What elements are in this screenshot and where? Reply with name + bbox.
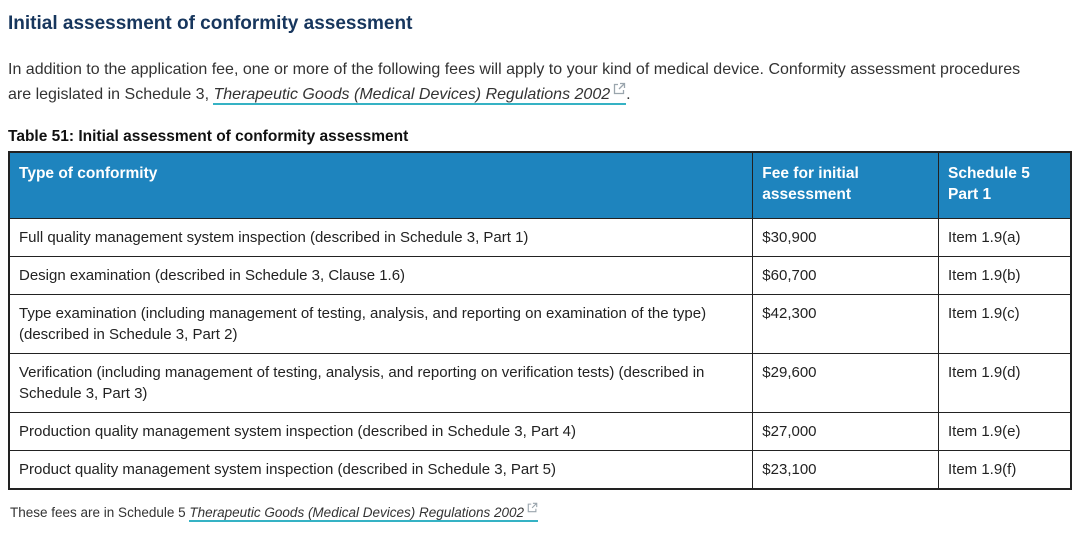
column-header-type: Type of conformity: [8, 151, 754, 219]
cell-item: Item 1.9(f): [937, 450, 1072, 490]
cell-fee: $30,900: [752, 218, 939, 257]
cell-type: Type examination (including management o…: [8, 294, 754, 354]
conformity-fees-table: Type of conformity Fee for initial asses…: [8, 151, 1072, 490]
column-header-fee: Fee for initial assessment: [752, 151, 939, 219]
table-row: Verification (including management of te…: [8, 353, 1072, 413]
cell-type: Product quality management system inspec…: [8, 450, 754, 490]
cell-type: Full quality management system inspectio…: [8, 218, 754, 257]
cell-item: Item 1.9(d): [937, 353, 1072, 413]
external-link-icon[interactable]: [613, 82, 626, 95]
cell-type: Production quality management system ins…: [8, 412, 754, 451]
intro-text: In addition to the application fee, one …: [8, 61, 1021, 103]
intro-paragraph: In addition to the application fee, one …: [8, 57, 1043, 107]
cell-fee: $42,300: [752, 294, 939, 354]
table-header-row: Type of conformity Fee for initial asses…: [8, 151, 1072, 219]
regulations-link[interactable]: Therapeutic Goods (Medical Devices) Regu…: [213, 82, 627, 105]
cell-fee: $27,000: [752, 412, 939, 451]
regulations-link-label[interactable]: Therapeutic Goods (Medical Devices) Regu…: [213, 86, 611, 103]
footnote-regulations-link[interactable]: Therapeutic Goods (Medical Devices) Regu…: [189, 502, 539, 522]
cell-fee: $60,700: [752, 256, 939, 295]
table-row: Design examination (described in Schedul…: [8, 256, 1072, 295]
cell-fee: $23,100: [752, 450, 939, 490]
table-row: Production quality management system ins…: [8, 412, 1072, 451]
intro-text-after: .: [626, 86, 631, 103]
page-title: Initial assessment of conformity assessm…: [8, 13, 413, 34]
footnote-text: These fees are in Schedule 5: [10, 505, 190, 520]
cell-item: Item 1.9(e): [937, 412, 1072, 451]
table-row: Type examination (including management o…: [8, 294, 1072, 354]
column-header-schedule: Schedule 5 Part 1: [937, 151, 1072, 219]
table-caption: Table 51: Initial assessment of conformi…: [8, 128, 409, 145]
footnote-regulations-link-label[interactable]: Therapeutic Goods (Medical Devices) Regu…: [189, 505, 525, 520]
cell-type: Verification (including management of te…: [8, 353, 754, 413]
external-link-icon[interactable]: [527, 502, 538, 513]
table-row: Full quality management system inspectio…: [8, 218, 1072, 257]
table-row: Product quality management system inspec…: [8, 450, 1072, 490]
cell-fee: $29,600: [752, 353, 939, 413]
cell-item: Item 1.9(a): [937, 218, 1072, 257]
cell-item: Item 1.9(b): [937, 256, 1072, 295]
footnote: These fees are in Schedule 5 Therapeutic…: [10, 502, 1072, 522]
cell-item: Item 1.9(c): [937, 294, 1072, 354]
cell-type: Design examination (described in Schedul…: [8, 256, 754, 295]
